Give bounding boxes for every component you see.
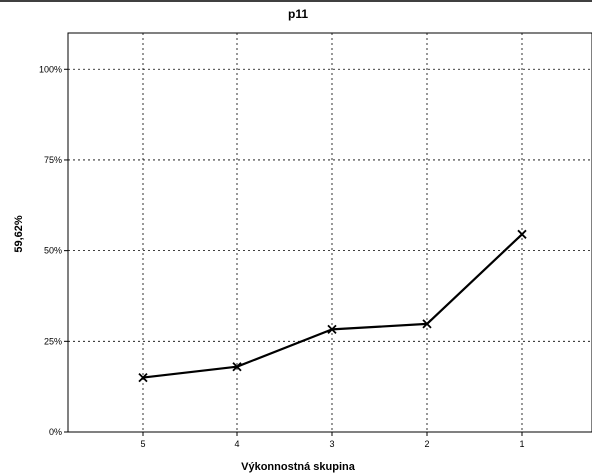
data-point-marker xyxy=(327,324,337,334)
series-line xyxy=(142,233,523,379)
y-tick-label: 25% xyxy=(44,336,62,346)
y-axis-label: 59,62% xyxy=(13,215,25,253)
x-axis-label: Výkonnostná skupina xyxy=(241,461,356,473)
x-tick-label: 3 xyxy=(329,439,334,449)
data-point-marker xyxy=(138,372,148,383)
y-tick-label: 0% xyxy=(49,427,62,437)
y-tick-label: 75% xyxy=(44,155,62,165)
y-tick-label: 50% xyxy=(44,246,62,256)
data-point-marker xyxy=(232,362,242,372)
data-point-marker xyxy=(517,229,527,239)
x-tick-label: 1 xyxy=(519,439,524,449)
chart-title: p11 xyxy=(288,7,308,21)
x-tick-label: 5 xyxy=(140,439,145,449)
plot-area: 0% 25% 50% 75% 100% 5 4 3 2 1 xyxy=(39,32,592,449)
x-tick-label: 2 xyxy=(424,439,429,449)
x-tick-label: 4 xyxy=(234,439,239,449)
data-point-marker xyxy=(422,319,432,329)
plot-frame xyxy=(67,32,592,433)
y-tick-label: 100% xyxy=(39,64,62,74)
